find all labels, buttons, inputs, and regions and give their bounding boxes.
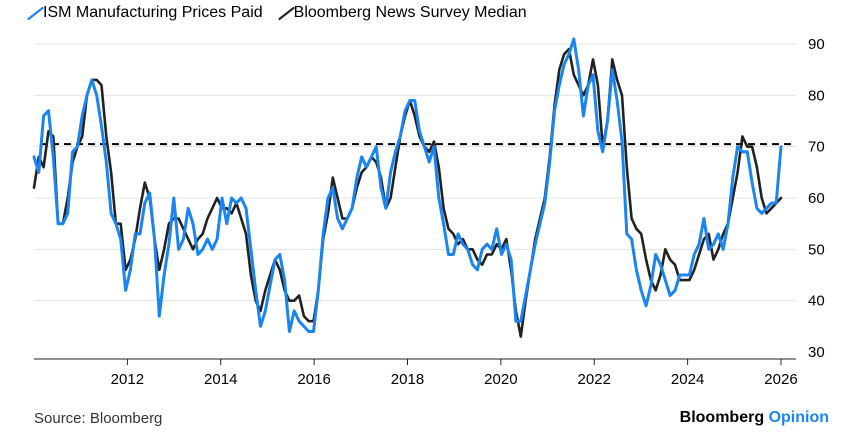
x-tick-label-2016: 2016 bbox=[297, 371, 330, 388]
x-tick-labels: 2012 2014 2016 2018 2020 2022 2024 2026 bbox=[34, 358, 798, 388]
x-tick-label-2018: 2018 bbox=[391, 371, 424, 388]
y-tick-label-50: 50 bbox=[808, 241, 825, 258]
brand-logo: Bloomberg Opinion bbox=[680, 409, 829, 427]
series-lines bbox=[32, 37, 783, 338]
y-tick-label-30: 30 bbox=[808, 344, 825, 361]
y-tick-label-70: 70 bbox=[808, 139, 825, 156]
y-tick-label-60: 60 bbox=[808, 190, 825, 207]
brand-name: Bloomberg bbox=[679, 409, 765, 426]
gridlines bbox=[34, 43, 796, 302]
x-tick-label-2022: 2022 bbox=[578, 371, 611, 388]
source-note: Source: Bloomberg bbox=[34, 410, 163, 427]
x-tick-label-2012: 2012 bbox=[111, 371, 144, 388]
legend-label-ism: ISM Manufacturing Prices Paid bbox=[43, 4, 263, 21]
y-tick-label-40: 40 bbox=[808, 293, 825, 310]
brand-suffix: Opinion bbox=[768, 409, 829, 426]
x-tick-label-2014: 2014 bbox=[204, 371, 237, 388]
legend-item-bloomberg-survey: Bloomberg News Survey Median bbox=[277, 4, 527, 22]
y-tick-label-90: 90 bbox=[808, 36, 825, 53]
legend-item-ism: ISM Manufacturing Prices Paid bbox=[26, 4, 263, 22]
y-tick-label-80: 80 bbox=[808, 87, 825, 104]
y-tick-labels: 30 40 50 60 70 80 90 bbox=[808, 36, 825, 361]
legend-label-bloomberg-survey: Bloomberg News Survey Median bbox=[293, 4, 527, 21]
chart-legend: ISM Manufacturing Prices Paid Bloomberg … bbox=[26, 4, 527, 22]
x-tick-label-2020: 2020 bbox=[484, 371, 517, 388]
x-tick-label-2024: 2024 bbox=[671, 371, 704, 388]
series-line-ism-prices-paid bbox=[32, 37, 783, 333]
x-tick-label-2026: 2026 bbox=[764, 371, 797, 388]
